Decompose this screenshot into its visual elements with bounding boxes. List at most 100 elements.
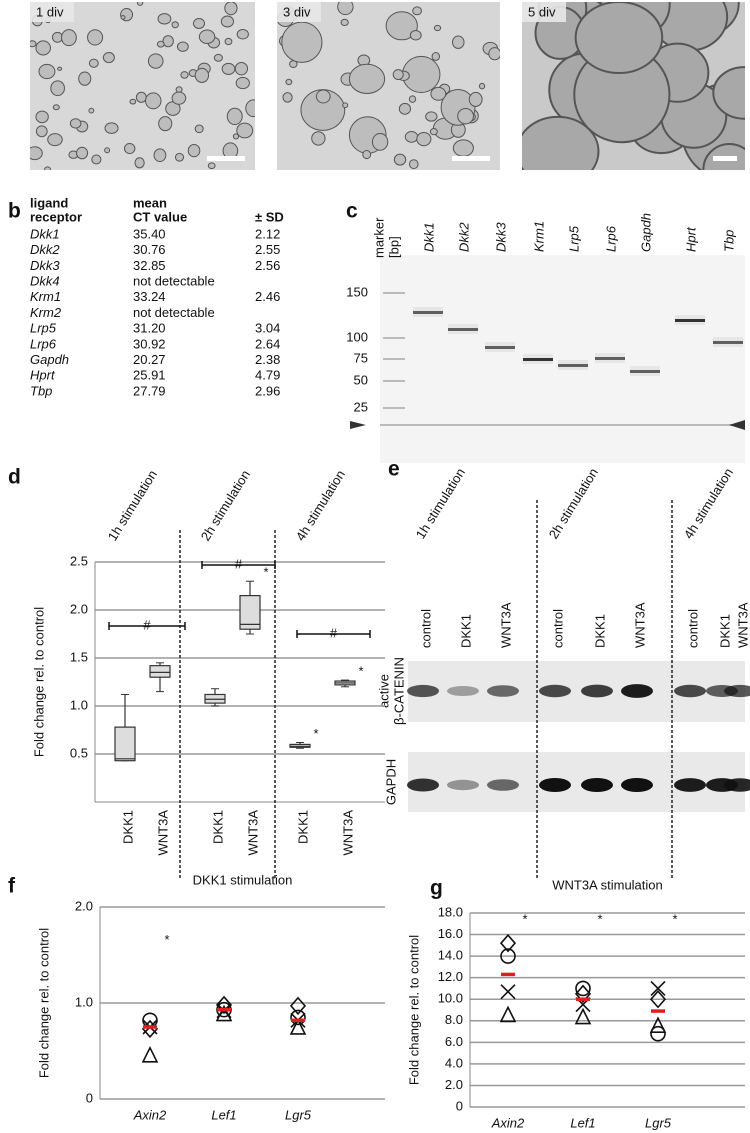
box [239,594,261,630]
significance: * [672,911,677,926]
blot-band [724,684,750,698]
cell [452,139,474,157]
x-tick-label: Axin2 [133,1107,167,1122]
cell [282,92,293,103]
x-tick-label: DKK1 [210,810,225,844]
bracket [201,561,276,569]
cell [433,24,442,32]
cell [102,51,115,64]
cell [236,29,249,40]
gel-marker-tick-label: 50 [354,372,368,387]
cell [52,104,60,111]
cell [702,142,745,170]
table-cell: Lrp5 [30,321,57,336]
y-tick-label: 14.0 [438,948,463,963]
label-bg [30,2,74,22]
gel-band [413,311,443,314]
table-header: ± SD [255,209,284,224]
cell [451,35,465,49]
cell [187,143,201,158]
box [149,665,171,678]
x-tick-label: Lef1 [211,1107,236,1122]
table-cell: 2.55 [255,242,280,257]
cell [522,115,600,170]
cell [51,31,64,43]
gel-band [523,358,553,361]
gel-band-smear [485,342,515,352]
table-cell: Krm1 [30,289,61,304]
cell [221,62,236,75]
gel-band [558,364,588,367]
significance: * [164,932,169,947]
bracket [296,630,371,638]
table-cell: Dkk3 [30,258,60,273]
marker-cross [500,984,516,1000]
cell [234,61,249,76]
gel-band-smear [413,307,443,317]
gel-band [448,328,478,331]
cell [468,91,483,107]
table-cell: Dkk1 [30,226,60,241]
cell [129,98,137,105]
cell [340,18,349,27]
gel-band-smear [448,324,478,334]
blot-band [407,778,439,792]
table-cell: 3.04 [255,321,280,336]
table-cell: not detectable [133,305,215,320]
cell [162,35,174,48]
cell [157,13,172,25]
gel-lane-label: Dkk3 [493,222,508,252]
cell [198,29,216,45]
cell [176,41,189,52]
cell [362,150,372,160]
cell [430,86,447,101]
marker-triangle [215,1004,233,1022]
cell [38,63,56,80]
cell [236,122,254,139]
group-label: 4h stimulation [293,467,348,543]
blot-lane-label: WNT3A [498,602,513,648]
cell [224,37,233,46]
cell [478,82,486,90]
significance: * [263,565,268,580]
table-cell: 2.56 [255,258,280,273]
cell [156,40,165,48]
gel-lane-label: Krm1 [531,221,546,252]
table-cell: Dkk2 [30,242,60,257]
table-cell: 31.20 [133,321,166,336]
y-tick-label: 2.0 [445,1077,463,1092]
blot-band [487,685,519,697]
micrograph [522,2,745,170]
blot-band [487,779,519,791]
table-cell: 25.91 [133,368,166,383]
gel-lane-label: Hprt [683,226,698,252]
marker-triangle [141,1046,159,1063]
bracket-label: # [143,617,151,632]
label-bg [277,2,321,22]
cell [50,80,65,97]
blot-band [581,778,613,792]
marker-diamond [649,990,667,1009]
table-cell: Tbp [30,383,52,398]
cell [712,66,745,120]
blot-band [724,778,750,792]
table-cell: 2.12 [255,226,280,241]
y-tick-label: 4.0 [445,1055,463,1070]
gel-lane-label: Lrp5 [566,225,581,252]
cell [194,124,204,134]
cell [416,131,432,147]
cell [147,53,164,69]
marker-circle [290,1009,306,1026]
blot-band [621,684,653,698]
blot-lane-label: DKK1 [717,614,732,648]
cell [30,40,37,48]
gel-band [713,341,743,344]
table-header: receptor [30,209,82,224]
cell [412,6,423,16]
cell [88,58,99,68]
cell [232,133,240,140]
cell [35,110,49,124]
cell [104,122,119,134]
micrograph-label: 5 div [528,4,556,19]
marker-diamond [289,996,307,1016]
